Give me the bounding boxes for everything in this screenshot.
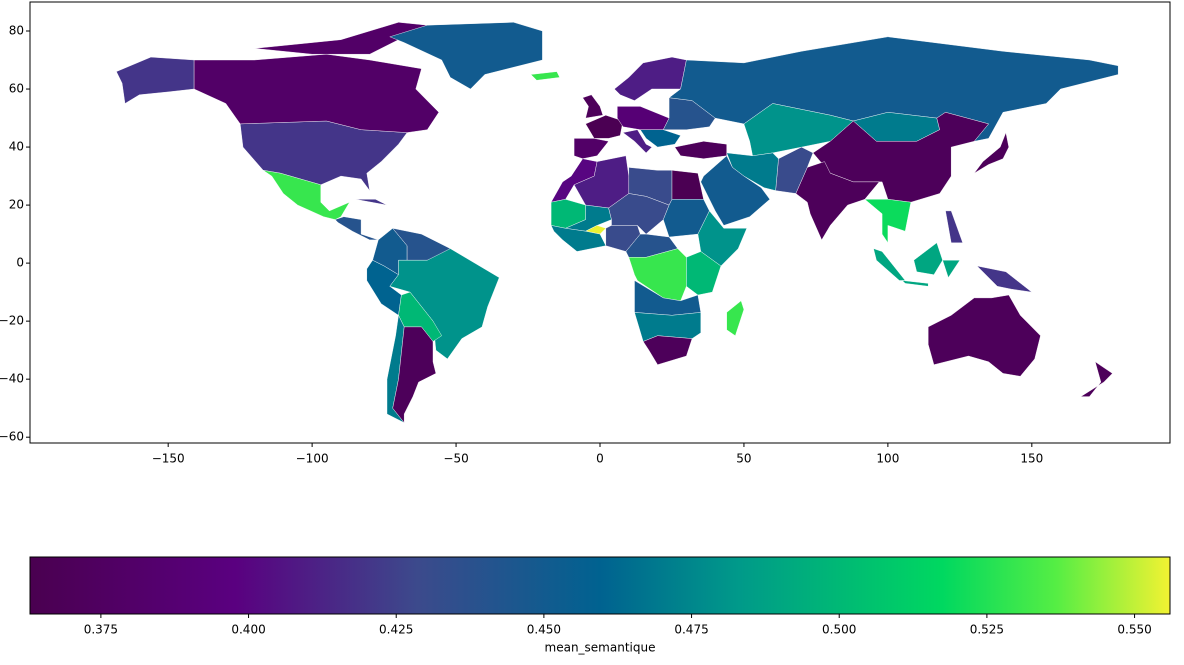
y-tick-label: 20 <box>9 198 24 212</box>
x-tick-label: 150 <box>1020 452 1043 466</box>
x-tick-label: −150 <box>152 452 185 466</box>
region <box>530 71 561 81</box>
region <box>674 141 727 159</box>
region <box>864 199 912 244</box>
region <box>239 120 408 191</box>
colorbar-tick-label: 0.500 <box>822 623 856 637</box>
y-tick-label: 0 <box>16 256 24 270</box>
region <box>116 56 195 104</box>
y-tick-label: 80 <box>9 24 24 38</box>
region <box>976 265 1033 293</box>
region <box>263 170 350 220</box>
region <box>726 300 745 337</box>
region <box>389 22 543 90</box>
region <box>355 199 388 206</box>
region <box>573 138 609 159</box>
region <box>700 155 771 226</box>
map <box>116 22 1119 424</box>
region <box>945 210 963 243</box>
colorbar <box>29 556 1171 615</box>
region <box>389 248 500 360</box>
region <box>334 216 379 241</box>
x-tick-label: 50 <box>736 452 751 466</box>
colorbar-tick-label: 0.450 <box>527 623 561 637</box>
region <box>392 326 437 424</box>
y-tick-label: −40 <box>0 372 24 386</box>
x-tick-label: 100 <box>876 452 899 466</box>
colorbar-label: mean_semantique <box>545 641 656 655</box>
x-tick-label: −50 <box>443 452 468 466</box>
region <box>193 22 440 133</box>
x-tick-label: 0 <box>596 452 604 466</box>
colorbar-tick-label: 0.425 <box>379 623 413 637</box>
region <box>628 248 687 302</box>
region <box>873 242 961 287</box>
colorbar-tick-label: 0.525 <box>970 623 1004 637</box>
x-tick-label: −100 <box>296 452 329 466</box>
colorbar-tick-label: 0.550 <box>1117 623 1151 637</box>
region <box>642 335 693 365</box>
y-tick-label: −20 <box>0 314 24 328</box>
colorbar-tick-label: 0.475 <box>674 623 708 637</box>
region <box>585 114 624 139</box>
colorbar-tick-label: 0.375 <box>84 623 118 637</box>
region <box>671 170 704 200</box>
region <box>617 106 670 130</box>
region <box>928 294 1041 377</box>
y-tick-label: −60 <box>0 430 24 444</box>
region <box>1080 361 1113 397</box>
region <box>743 103 854 157</box>
region <box>582 94 604 119</box>
region <box>622 129 653 154</box>
region <box>608 193 670 235</box>
region <box>639 129 681 148</box>
region <box>686 251 722 296</box>
y-tick-label: 60 <box>9 82 24 96</box>
region <box>812 112 989 203</box>
y-tick-label: 40 <box>9 140 24 154</box>
colorbar-tick-label: 0.400 <box>231 623 265 637</box>
region <box>366 259 402 316</box>
region <box>974 131 1010 174</box>
